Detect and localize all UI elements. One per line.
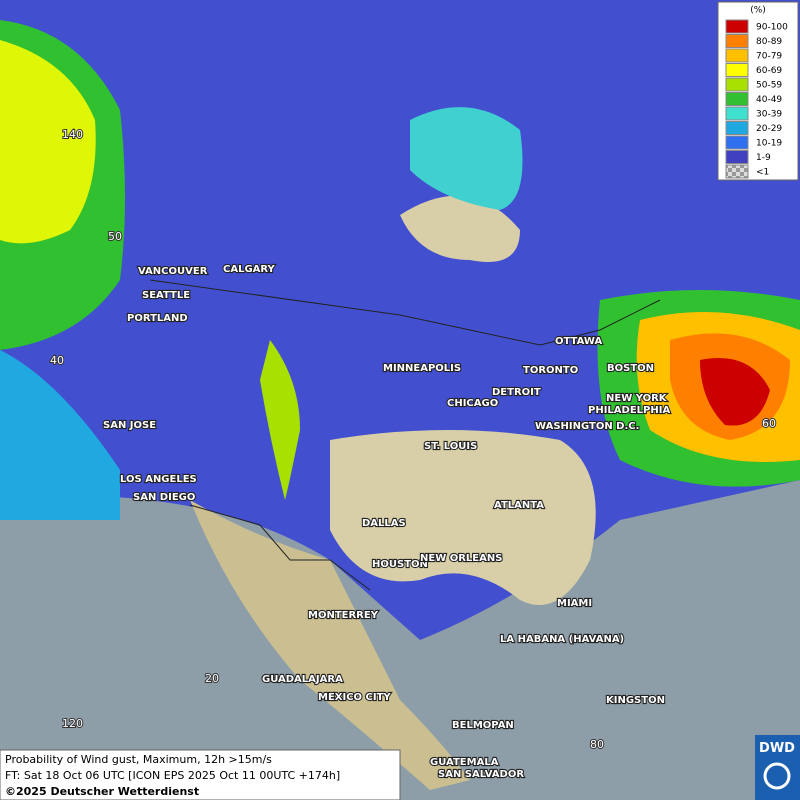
legend-label: 60-69 [756, 66, 782, 76]
logo: DWD [755, 735, 800, 800]
city-label: MIAMI [557, 598, 592, 609]
borders [149, 279, 661, 591]
legend-swatch [725, 135, 749, 150]
legend-swatch [725, 34, 749, 48]
city-label: CALGARY [223, 264, 276, 275]
city-label: PHILADELPHIA [588, 405, 670, 416]
footer-box [0, 749, 401, 800]
legend-swatch [725, 77, 749, 92]
city-label: MONTERREY [308, 610, 379, 621]
city-label: SAN DIEGO [133, 492, 195, 503]
city-label: DALLAS [362, 518, 406, 529]
city-label: SEATTLE [142, 290, 190, 301]
city-label: NEW YORK [606, 393, 668, 404]
legend-label: 40-49 [756, 95, 782, 105]
graticule-label: 80 [590, 738, 604, 751]
city-label: GUADALAJARA [262, 674, 343, 685]
graticule-label: 60 [762, 417, 776, 430]
legend-swatch [725, 164, 749, 179]
legend-swatch [725, 48, 749, 63]
logo-text: DWD [759, 741, 795, 756]
city-label: KINGSTON [606, 695, 665, 706]
city-label: MINNEAPOLIS [383, 363, 461, 374]
legend-label: <1 [756, 168, 769, 178]
city-label: BOSTON [607, 363, 654, 374]
legend-label: 1-9 [756, 153, 771, 163]
legend-label: 70-79 [756, 52, 782, 62]
city-label: OTTAWA [555, 336, 602, 347]
city-label: HOUSTON [372, 559, 428, 570]
city-label: BELMOPAN [452, 720, 514, 731]
city-label: WASHINGTON D.C. [535, 421, 639, 432]
graticule-labels: 140 50 40 20 120 60 80 [49, 127, 777, 752]
legend-swatch [725, 150, 749, 164]
city-label: SAN SALVADOR [438, 769, 524, 780]
legend-label: 80-89 [756, 37, 782, 47]
legend-title: (%) [750, 6, 766, 16]
legend-label: 10-19 [756, 139, 782, 149]
graticule-label: 20 [205, 672, 219, 685]
legend-label: 90-100 [756, 23, 788, 33]
legend-swatch [725, 106, 749, 121]
city-label: PORTLAND [127, 313, 188, 324]
city-label: TORONTO [523, 365, 578, 376]
city-label: CHICAGO [447, 398, 498, 409]
footer-line: FT: Sat 18 Oct 06 UTC [ICON EPS 2025 Oct… [5, 769, 340, 782]
graticule-label: 120 [62, 717, 83, 730]
legend-label: 20-29 [756, 124, 782, 134]
legend-swatch [725, 63, 749, 77]
legend-label: 50-59 [756, 81, 782, 91]
city-label: ATLANTA [494, 500, 544, 511]
footer-line: Probability of Wind gust, Maximum, 12h >… [5, 753, 272, 766]
legend-label: 30-39 [756, 110, 782, 120]
city-label: NEW ORLEANS [420, 553, 502, 564]
footer: Probability of Wind gust, Maximum, 12h >… [0, 749, 401, 800]
logo-swirl [763, 762, 791, 790]
graticule-label: 140 [62, 128, 83, 141]
city-label: MEXICO CITY [318, 692, 391, 703]
city-label: SAN JOSE [103, 420, 156, 431]
city-labels: VANCOUVER CALGARY SEATTLE PORTLAND SAN JOSE L… [102, 263, 672, 781]
city-label: LOS ANGELES [120, 474, 197, 485]
city-label: VANCOUVER [138, 266, 208, 277]
legend-swatch [725, 92, 749, 106]
city-label: DETROIT [492, 387, 541, 398]
graticule-label: 40 [50, 354, 64, 367]
city-label: GUATEMALA [430, 757, 499, 768]
graticule-label: 50 [108, 230, 122, 243]
city-label: ST. LOUIS [424, 441, 477, 452]
city-label: LA HABANA (HAVANA) [500, 634, 624, 645]
footer-line: ©2025 Deutscher Wetterdienst [5, 785, 199, 798]
legend: (%) 90-100 80-89 70-79 60-69 50-59 40-49 30-39… [717, 1, 799, 181]
legend-swatch [725, 121, 749, 135]
legend-swatch [725, 19, 749, 34]
